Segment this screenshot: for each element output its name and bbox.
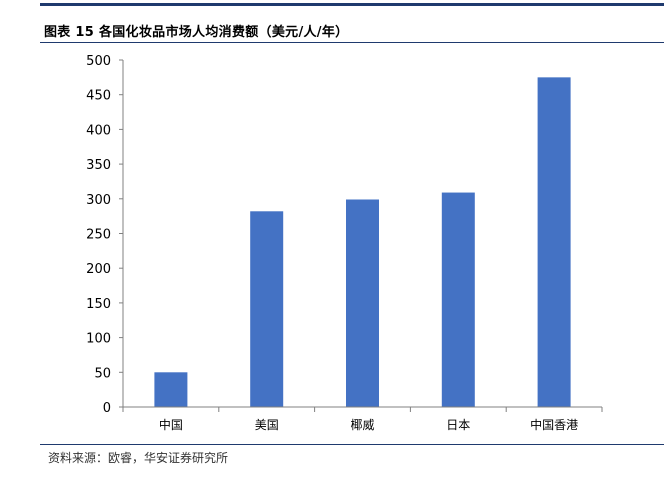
y-tick-label: 450: [86, 89, 111, 104]
bar: [250, 211, 284, 407]
y-tick-label: 50: [94, 366, 111, 381]
source-rule: [40, 444, 664, 445]
bar: [154, 372, 188, 407]
y-axis-ticks: 0 50 100 150 200 250 300 350 400 450 500: [86, 54, 123, 416]
y-tick-label: 150: [86, 297, 111, 312]
y-tick-label: 200: [86, 262, 111, 277]
title-rule: [40, 42, 664, 43]
y-tick-label: 500: [86, 54, 111, 69]
y-tick-label: 300: [86, 193, 111, 208]
x-tick-label: 日本: [446, 418, 470, 432]
y-tick-label: 250: [86, 228, 111, 243]
bars: [154, 77, 571, 407]
axes: [122, 60, 602, 408]
bar: [346, 199, 379, 407]
x-tick-label: 中国: [159, 417, 183, 432]
figure-title: 图表 15 各国化妆品市场人均消费额（美元/人/年）: [44, 25, 349, 40]
x-tick-label: 美国: [255, 418, 279, 432]
x-tick-label: 椰威: [350, 417, 374, 432]
y-tick-label: 400: [86, 123, 111, 138]
y-tick-label: 350: [86, 158, 111, 173]
source-note: 资料来源：欧睿，华安证券研究所: [48, 451, 229, 465]
y-tick-label: 100: [86, 332, 111, 347]
x-tick-label: 中国香港: [530, 417, 578, 432]
x-axis-ticks: 中国 美国 椰威 日本 中国香港: [122, 407, 603, 432]
top-rule: [40, 3, 664, 6]
y-tick-label: 0: [103, 401, 111, 416]
bar: [537, 77, 571, 407]
bar: [441, 192, 475, 407]
